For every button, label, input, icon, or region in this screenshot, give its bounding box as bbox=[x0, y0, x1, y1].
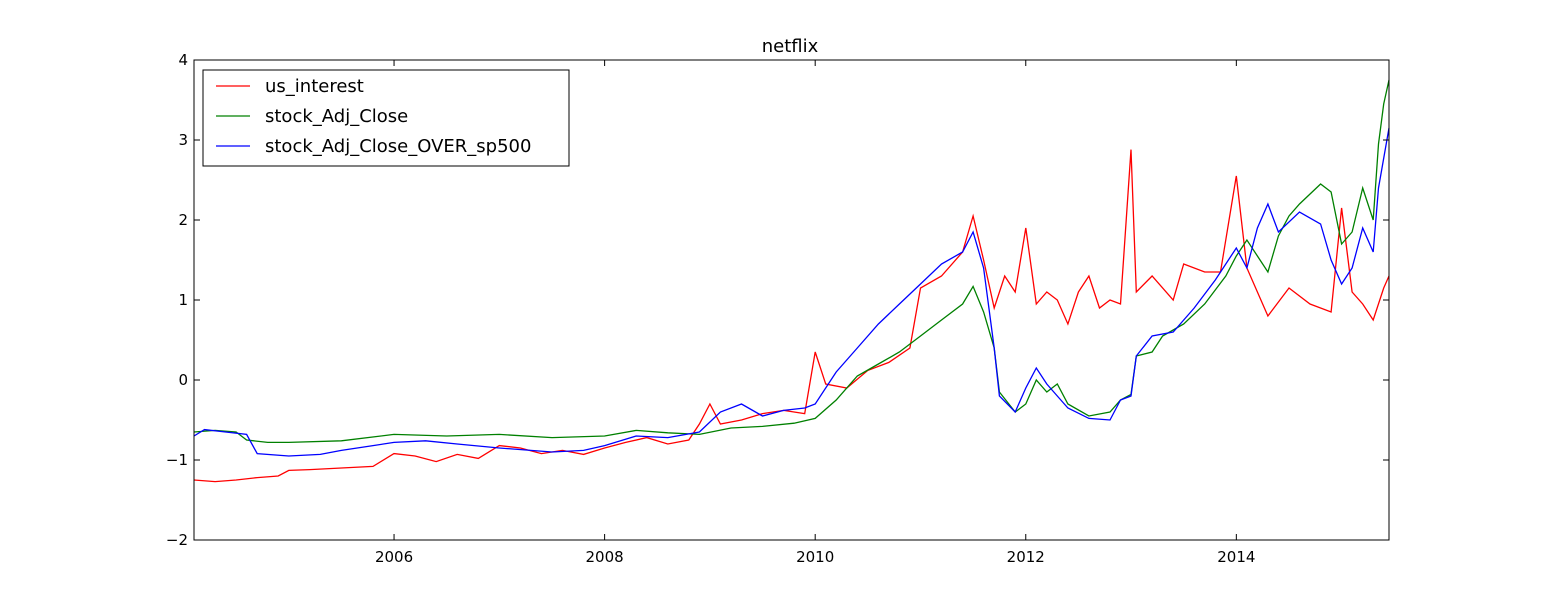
chart-title: netflix bbox=[762, 36, 819, 57]
y-tick-label: 2 bbox=[178, 211, 188, 229]
x-tick-label: 2014 bbox=[1217, 548, 1255, 566]
x-tick-label: 2012 bbox=[1007, 548, 1045, 566]
plot-area bbox=[193, 79, 1390, 483]
y-tick-label: 0 bbox=[178, 371, 188, 389]
y-tick-label: −1 bbox=[166, 451, 188, 469]
y-tick-label: 4 bbox=[178, 51, 188, 69]
x-tick-label: 2008 bbox=[586, 548, 624, 566]
series-line-stock-adj-close bbox=[193, 79, 1390, 444]
legend-box bbox=[202, 69, 570, 167]
x-tick-label: 2010 bbox=[796, 548, 834, 566]
legend-label-us-interest: us_interest bbox=[265, 76, 364, 97]
legend-label-stock-adj-close: stock_Adj_Close bbox=[265, 106, 408, 127]
series-line-us-interest bbox=[193, 149, 1390, 483]
y-tick-label: 1 bbox=[178, 291, 188, 309]
legend-label-stock-adj-close-over-sp500: stock_Adj_Close_OVER_sp500 bbox=[265, 136, 531, 157]
legend: us_interest stock_Adj_Close stock_Adj_Cl… bbox=[202, 69, 570, 167]
series-line-stock-adj-close-over-sp500 bbox=[193, 127, 1390, 457]
y-tick-label: 3 bbox=[178, 131, 188, 149]
x-tick-label: 2006 bbox=[375, 548, 413, 566]
x-axis: 2006 2008 2010 2012 2014 bbox=[375, 60, 1255, 566]
y-axis: −2 −1 0 1 2 3 4 bbox=[166, 51, 1389, 549]
y-tick-label: −2 bbox=[166, 531, 188, 549]
